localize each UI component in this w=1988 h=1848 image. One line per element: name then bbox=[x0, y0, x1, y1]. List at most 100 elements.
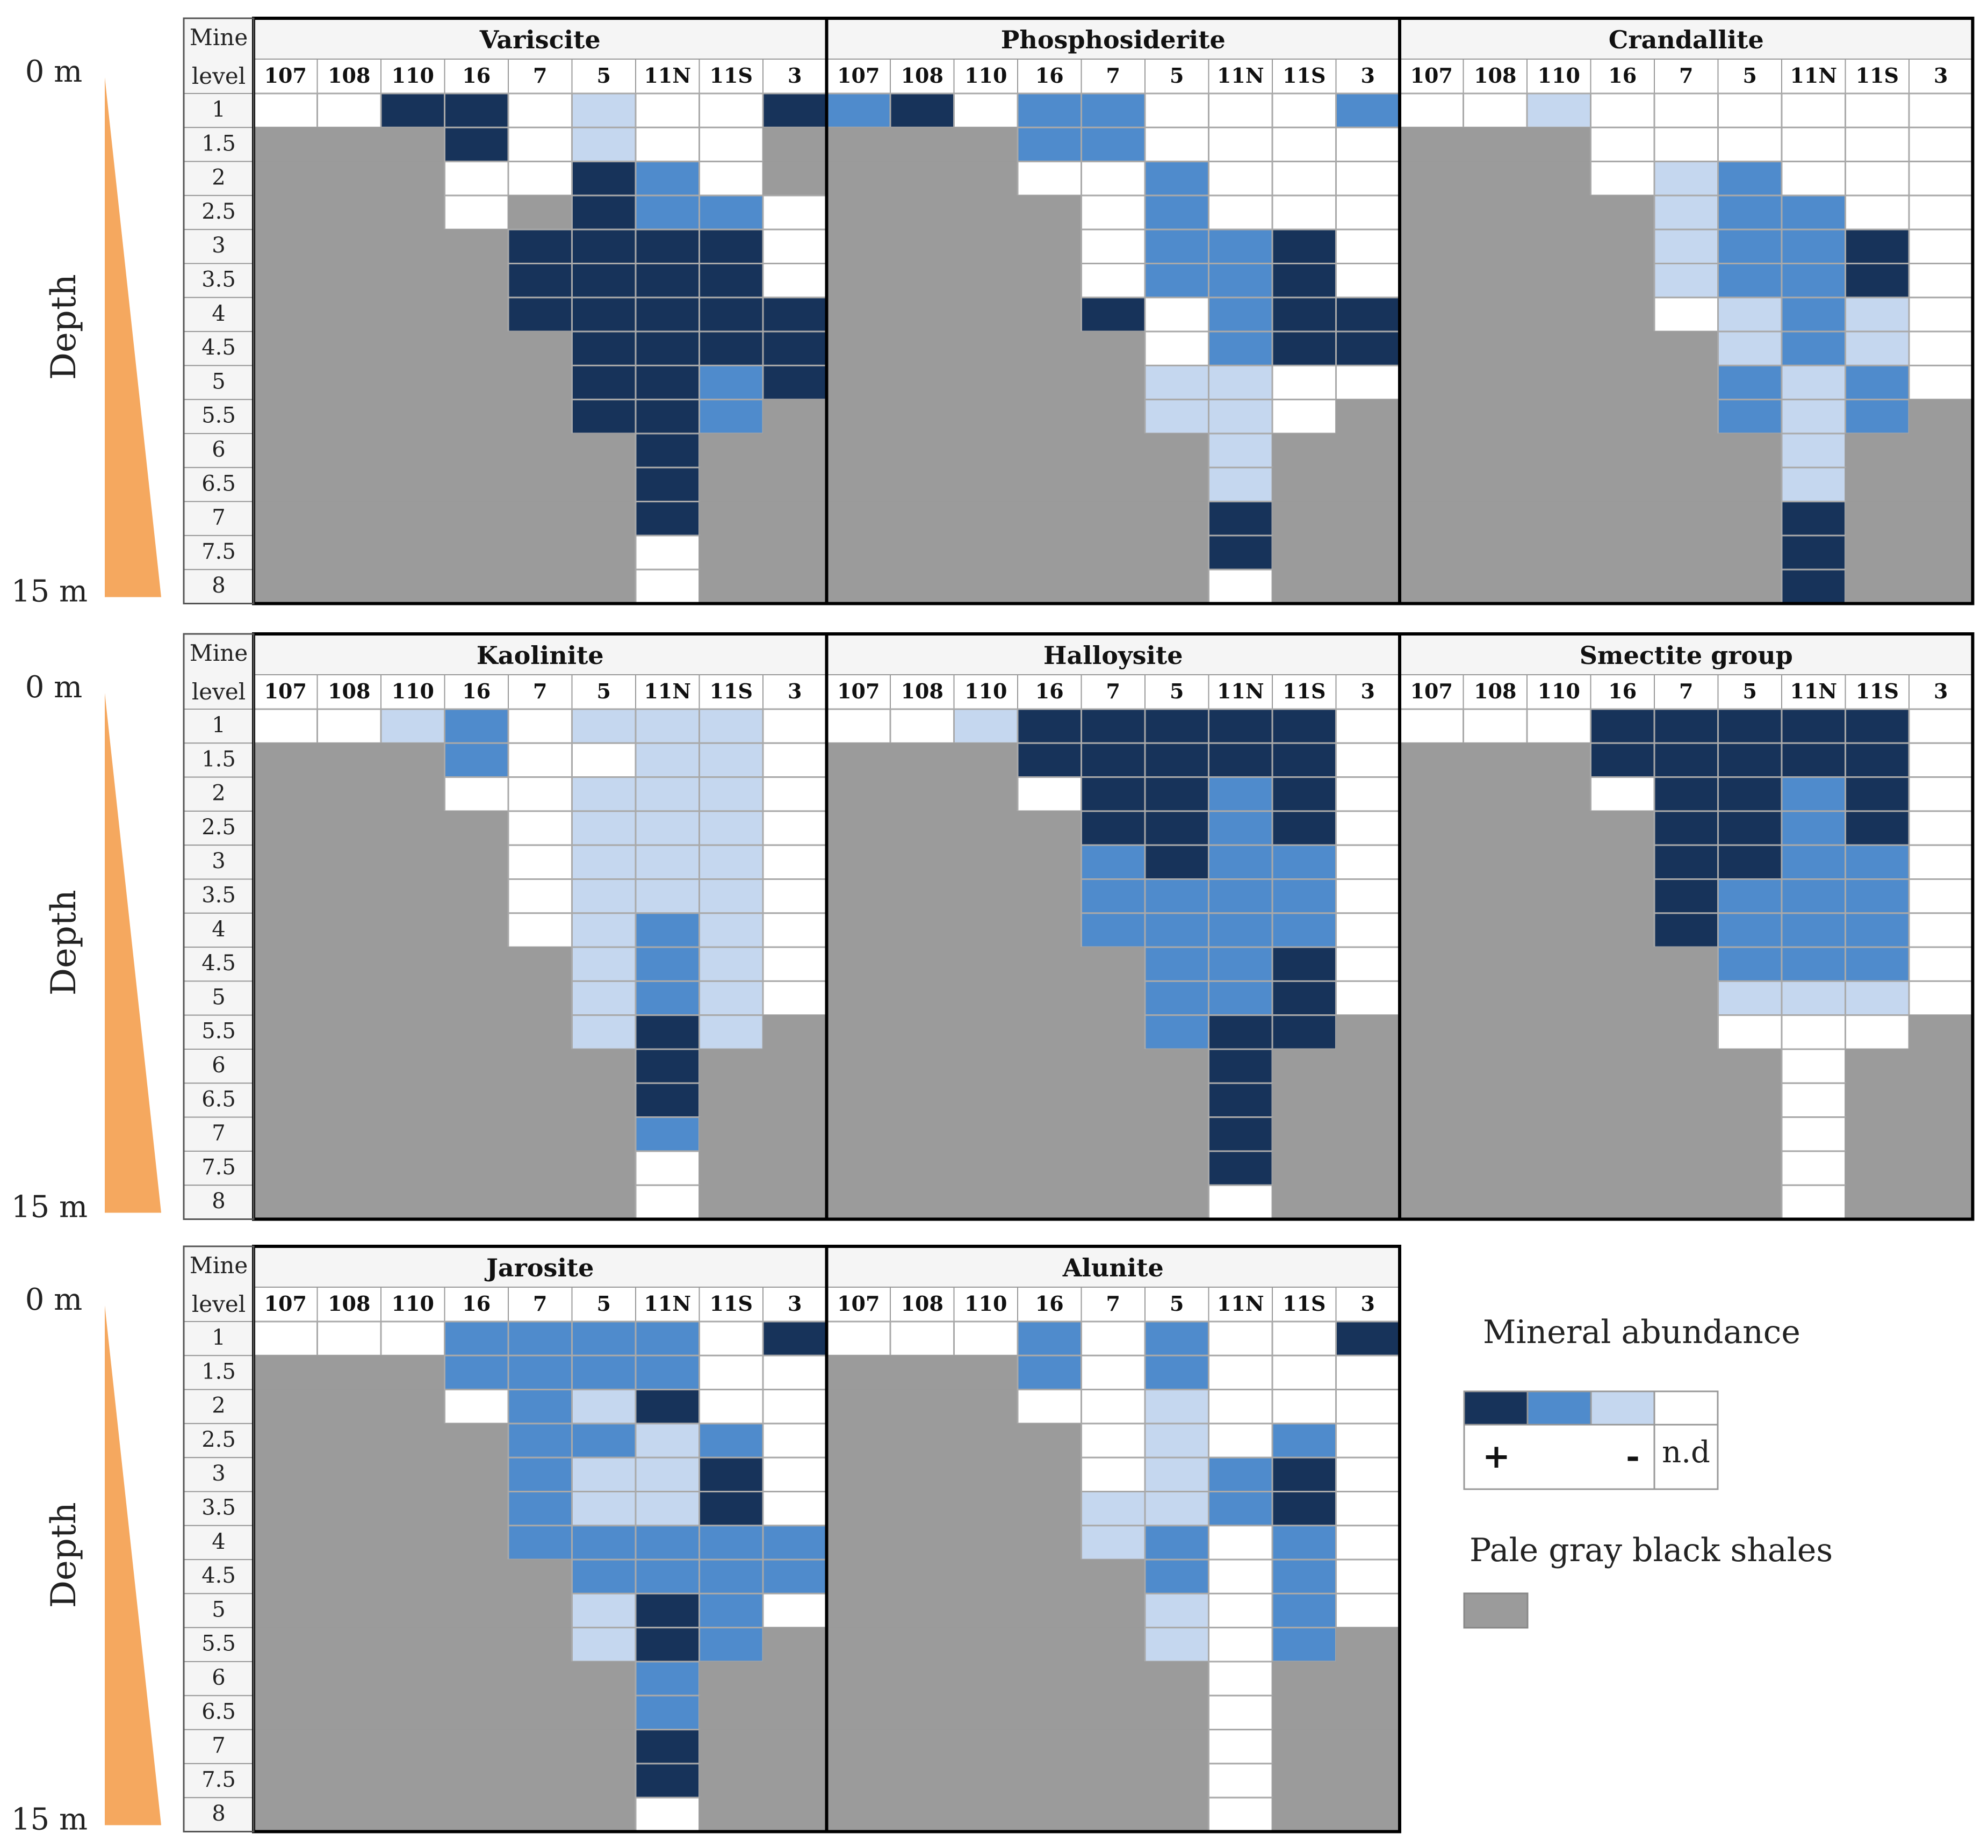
abundance-cell bbox=[890, 161, 954, 196]
abundance-cell bbox=[1845, 535, 1910, 570]
abundance-cell bbox=[1908, 1151, 1973, 1186]
level-label: 4 bbox=[212, 1529, 225, 1554]
level-label: 3 bbox=[212, 849, 225, 874]
abundance-cell bbox=[1336, 569, 1400, 604]
abundance-cell bbox=[1399, 1185, 1464, 1219]
abundance-cell bbox=[826, 297, 891, 332]
abundance-cell bbox=[1845, 742, 1910, 778]
abundance-cell bbox=[762, 535, 827, 570]
abundance-cell bbox=[1271, 330, 1337, 366]
column-header-cell bbox=[1208, 1287, 1273, 1322]
abundance-cell bbox=[1399, 161, 1464, 196]
level-label-cell bbox=[183, 1355, 254, 1390]
abundance-cell bbox=[1845, 912, 1910, 948]
abundance-cell bbox=[1908, 1117, 1973, 1152]
abundance-cell bbox=[953, 92, 1019, 128]
column-header-cell bbox=[1526, 674, 1591, 710]
abundance-cell bbox=[635, 194, 700, 230]
abundance-cell bbox=[698, 194, 764, 230]
abundance-cell bbox=[1271, 1014, 1337, 1050]
abundance-cell bbox=[890, 1797, 954, 1832]
column-header-cell bbox=[1781, 674, 1846, 710]
abundance-cell bbox=[1017, 1389, 1082, 1425]
abundance-cell bbox=[1399, 331, 1464, 366]
abundance-cell bbox=[1908, 467, 1973, 502]
abundance-cell bbox=[890, 777, 954, 812]
abundance-cell bbox=[1335, 228, 1401, 265]
abundance-cell bbox=[1017, 1593, 1082, 1628]
abundance-cell bbox=[699, 1661, 763, 1696]
abundance-cell bbox=[1271, 364, 1337, 401]
abundance-cell bbox=[890, 1559, 954, 1594]
abundance-cell bbox=[507, 1389, 573, 1425]
abundance-cell bbox=[826, 913, 891, 948]
abundance-cell bbox=[1017, 879, 1082, 914]
abundance-cell bbox=[890, 433, 954, 468]
abundance-cell bbox=[1017, 1661, 1082, 1696]
abundance-cell bbox=[380, 1320, 445, 1356]
abundance-cell bbox=[253, 1049, 318, 1084]
depth-bottom-label: 15 m bbox=[11, 574, 88, 609]
abundance-cell bbox=[1272, 1185, 1336, 1219]
abundance-cell bbox=[1526, 1015, 1591, 1050]
abundance-cell bbox=[1718, 1117, 1782, 1152]
abundance-cell bbox=[890, 844, 954, 879]
abundance-cell bbox=[635, 1082, 700, 1118]
abundance-cell bbox=[508, 980, 572, 1016]
abundance-cell bbox=[317, 1355, 381, 1390]
abundance-cell bbox=[635, 263, 700, 299]
abundance-cell bbox=[1335, 1525, 1401, 1561]
abundance-cell bbox=[954, 535, 1018, 570]
abundance-cell bbox=[508, 433, 572, 468]
abundance-cell bbox=[1845, 776, 1910, 812]
abundance-cell bbox=[890, 399, 954, 434]
abundance-cell bbox=[444, 980, 509, 1016]
abundance-cell bbox=[380, 1695, 445, 1730]
abundance-cell bbox=[890, 535, 954, 570]
abundance-cell bbox=[571, 1423, 637, 1459]
column-header-cell bbox=[1144, 674, 1209, 710]
abundance-cell bbox=[1653, 708, 1719, 744]
abundance-cell bbox=[890, 1117, 954, 1152]
abundance-cell bbox=[1017, 1185, 1082, 1219]
abundance-cell bbox=[1081, 1151, 1146, 1186]
column-header: 108 bbox=[1474, 679, 1516, 703]
abundance-cell bbox=[317, 1457, 381, 1492]
abundance-cell bbox=[1399, 195, 1464, 230]
level-label: 4 bbox=[212, 917, 225, 942]
abundance-cell bbox=[1335, 1320, 1401, 1356]
abundance-cell bbox=[635, 1558, 700, 1594]
abundance-cell bbox=[1717, 126, 1783, 163]
abundance-cell bbox=[1399, 844, 1464, 879]
level-label-cell bbox=[183, 844, 254, 880]
abundance-cell bbox=[1653, 92, 1719, 128]
level-label-cell bbox=[183, 1491, 254, 1526]
abundance-cell bbox=[954, 1491, 1018, 1526]
abundance-cell bbox=[1335, 126, 1401, 163]
abundance-cell bbox=[1781, 810, 1846, 846]
abundance-cell bbox=[890, 1015, 954, 1050]
abundance-cell bbox=[444, 1151, 509, 1186]
abundance-cell bbox=[826, 1389, 891, 1424]
abundance-cell bbox=[1017, 535, 1082, 570]
abundance-cell bbox=[444, 1525, 509, 1560]
abundance-cell bbox=[635, 568, 700, 604]
abundance-cell bbox=[572, 433, 636, 468]
abundance-cell bbox=[1399, 980, 1464, 1016]
abundance-cell bbox=[698, 1627, 764, 1663]
abundance-cell bbox=[1144, 501, 1209, 536]
legend-swatch bbox=[1590, 1390, 1655, 1426]
abundance-cell bbox=[444, 1695, 509, 1730]
abundance-cell bbox=[1335, 161, 1401, 197]
abundance-cell bbox=[762, 194, 827, 230]
level-label: 5.5 bbox=[201, 1632, 236, 1656]
abundance-cell bbox=[1463, 535, 1528, 570]
column-header: 5 bbox=[597, 679, 611, 703]
abundance-cell bbox=[380, 433, 445, 468]
abundance-cell bbox=[1590, 1151, 1655, 1186]
column-header-cell bbox=[316, 1287, 381, 1322]
abundance-cell bbox=[762, 501, 827, 536]
abundance-cell bbox=[1781, 92, 1846, 128]
column-header: 108 bbox=[901, 679, 943, 703]
level-label: 4.5 bbox=[201, 951, 236, 976]
